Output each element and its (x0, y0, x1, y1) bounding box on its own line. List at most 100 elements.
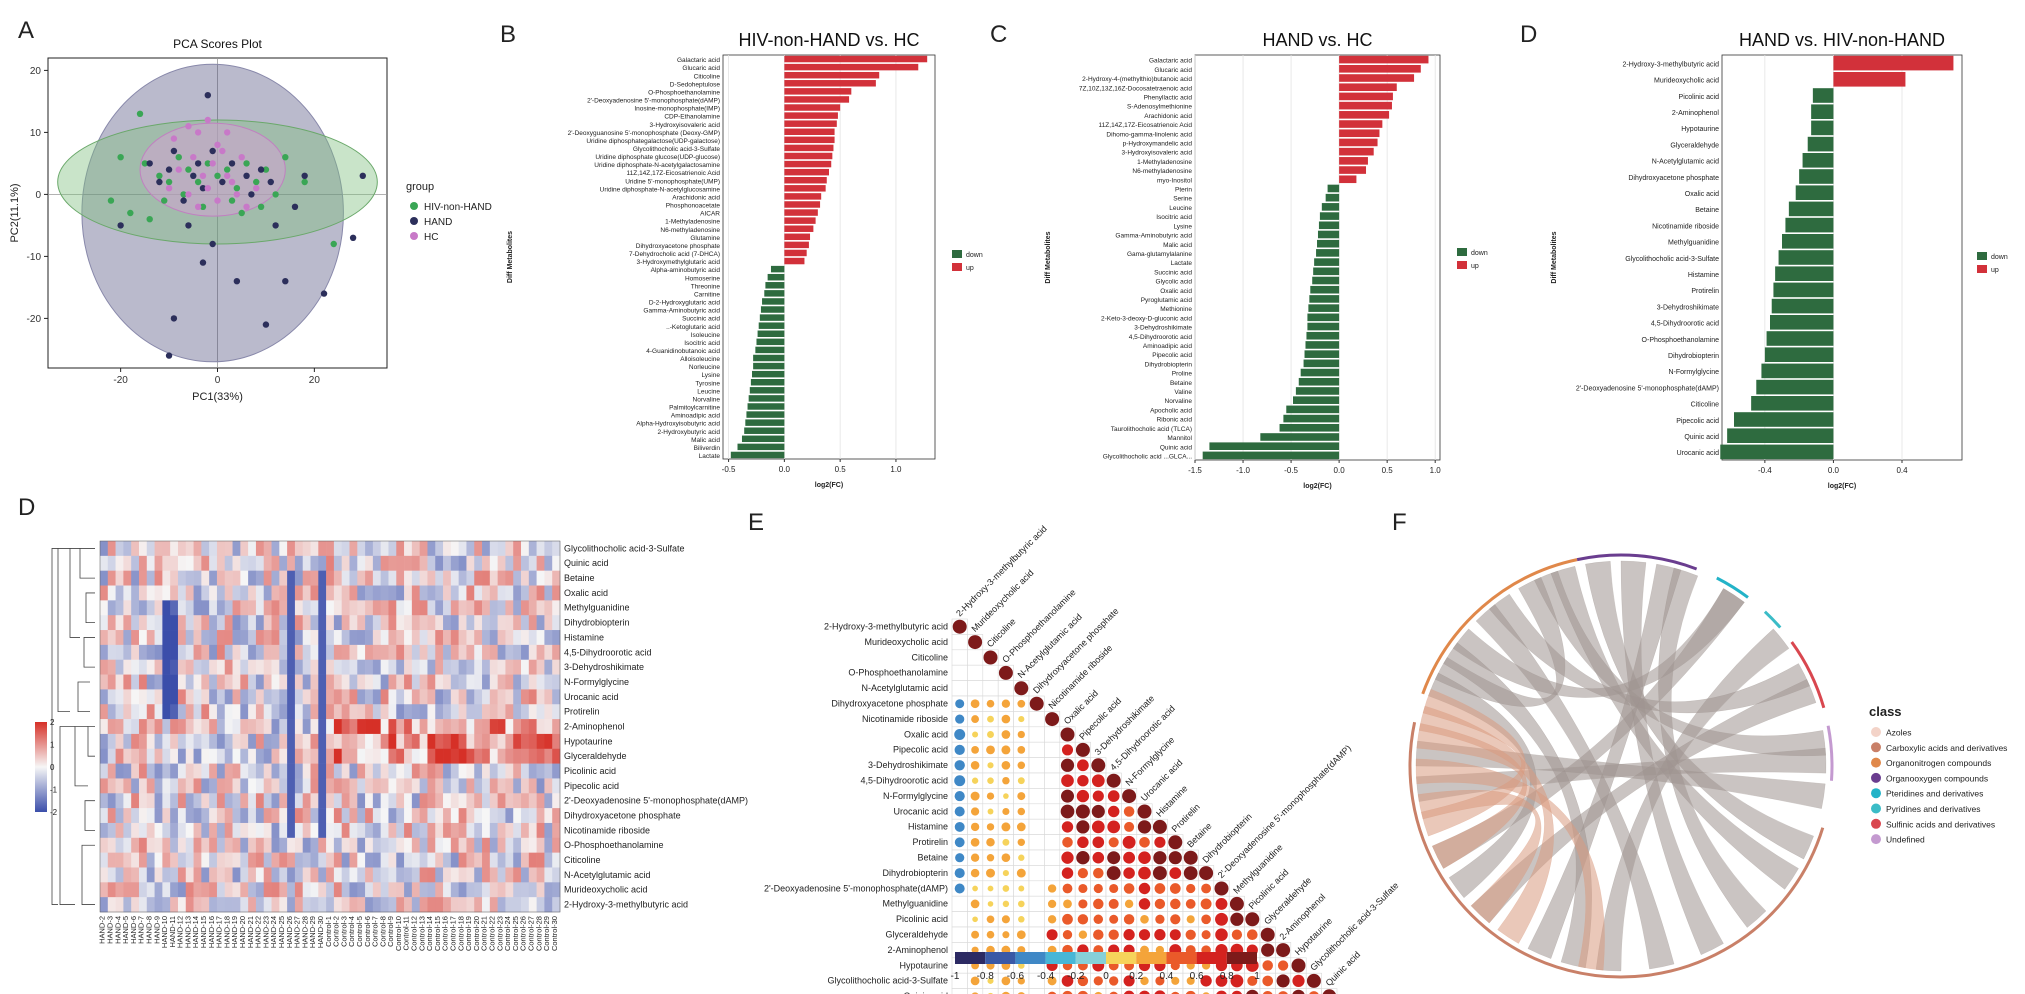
fc_d-category-label-23: Quinic acid (1684, 434, 1719, 441)
heatmap-col-label-38: Control-10 (394, 916, 403, 951)
heatmap-col-label-2: HAND-4 (113, 916, 122, 944)
heatmap-row-label-9: N-Formylglycine (564, 677, 629, 687)
corr-dot-14-2 (986, 838, 995, 847)
fc_b-category-label-7: CDP-Ethanolamine (664, 114, 720, 121)
heatmap-col-label-52: Control-24 (503, 916, 512, 951)
heatmap-cell-7-43 (435, 644, 444, 661)
heatmap-cell-1-18 (240, 555, 249, 571)
heatmap-cell-18-54 (521, 808, 530, 824)
heatmap-cell-9-10 (177, 674, 187, 690)
heatmap-cell-11-10 (177, 704, 187, 720)
heatmap-cell-24-38 (396, 897, 405, 913)
heatmap-cell-10-1 (107, 689, 116, 705)
heatmap-cell-18-53 (513, 808, 522, 824)
heatmap-cell-8-32 (349, 659, 358, 675)
heatmap-cell-21-43 (435, 852, 444, 868)
heatmap-row-label-21: Citicoline (564, 855, 601, 865)
heatmap-cell-11-29 (326, 704, 335, 720)
corr-dot-17-6 (1047, 884, 1057, 893)
heatmap-cell-5-3 (123, 615, 132, 631)
heatmap-cell-5-6 (146, 615, 155, 631)
heatmap-dendrogram-branch-8 (84, 800, 95, 831)
corr-dot-24-23 (1309, 991, 1319, 994)
heatmap-cell-21-5 (138, 852, 148, 868)
fc_c-bar-14 (1327, 184, 1340, 193)
heatmap-cell-13-49 (482, 733, 491, 750)
heatmap-cell-2-18 (240, 570, 249, 586)
heatmap-cell-20-16 (224, 837, 233, 853)
heatmap-cell-2-25 (294, 570, 304, 586)
corr-dot-12-4 (1017, 807, 1026, 816)
pca-ytick-label-2: 0 (35, 190, 41, 201)
heatmap-cell-10-56 (536, 689, 545, 705)
heatmap-cell-3-26 (302, 585, 311, 601)
heatmap-cell-18-22 (271, 808, 280, 824)
heatmap-cell-14-10 (177, 748, 187, 764)
heatmap-cell-13-4 (131, 733, 140, 750)
heatmap-cell-1-11 (185, 555, 194, 571)
heatmap-cell-0-0 (100, 541, 109, 557)
heatmap-cell-22-47 (466, 867, 475, 883)
heatmap-cell-19-42 (427, 822, 436, 839)
fc_c-category-label-34: Proline (1172, 371, 1193, 378)
fc_d-bar-5 (1807, 136, 1834, 152)
heatmap-cell-4-14 (209, 600, 218, 616)
heatmap-cell-6-29 (326, 630, 335, 646)
chord-outer-arc-organooxygen (1576, 553, 1698, 571)
heatmap-cell-16-3 (123, 778, 132, 794)
heatmap-cell-23-45 (450, 882, 459, 898)
pca-xtick-label-2: 20 (309, 375, 321, 386)
fc_d-category-label-22: Pipecolic acid (1676, 418, 1719, 425)
heatmap-cell-9-26 (302, 674, 311, 690)
fc_b-bar-23 (784, 241, 809, 249)
heatmap-cell-8-14 (209, 659, 218, 675)
corr-dot-13-4 (1016, 822, 1026, 832)
fc_b-category-label-38: Norleucine (689, 364, 720, 371)
heatmap-cell-14-48 (474, 748, 483, 764)
heatmap-cell-0-58 (552, 541, 561, 557)
fc_c-category-label-3: 7Z,10Z,13Z,16Z-Docosatetraenoic acid (1079, 85, 1192, 92)
heatmap-cell-11-3 (123, 704, 132, 720)
heatmap-scale-label-2: 0 (50, 763, 55, 772)
heatmap-cell-8-3 (123, 659, 132, 675)
heatmap-cell-1-51 (497, 555, 506, 571)
heatmap-cell-14-23 (279, 748, 288, 764)
pca-point-hc-7 (190, 154, 197, 161)
corr-dot-19-14 (1170, 914, 1181, 925)
heatmap-cell-18-21 (263, 808, 272, 824)
heatmap-cell-22-37 (388, 867, 397, 883)
pca-point-hand-3 (170, 147, 178, 155)
pca-point-hc-12 (238, 154, 245, 161)
corr-row-label-9: 3-Dehydroshikimate (868, 760, 948, 770)
corr-dot-23-15 (1186, 976, 1195, 985)
heatmap-cell-0-14 (209, 541, 218, 557)
heatmap-cell-22-38 (396, 867, 405, 883)
corr-dot-19-13 (1155, 914, 1165, 924)
heatmap-cell-14-34 (365, 748, 374, 764)
heatmap-cell-8-1 (107, 659, 116, 675)
heatmap-col-label-58: Control-30 (550, 916, 559, 951)
fc_c-bar-3 (1339, 83, 1397, 92)
fc_d-legend-swatch-down (1977, 252, 1987, 260)
heatmap-col-label-8: HAND-10 (160, 916, 169, 948)
corr-dot-16-4 (1016, 868, 1026, 878)
heatmap-cell-14-20 (255, 748, 265, 764)
corr-dot-12-7 (1060, 804, 1075, 819)
heatmap-cell-3-38 (396, 585, 405, 601)
heatmap-cell-20-37 (388, 837, 397, 853)
heatmap-cell-7-39 (404, 644, 413, 661)
heatmap-cell-20-12 (193, 837, 202, 853)
pca-point-hand-30 (243, 172, 250, 179)
heatmap-cell-21-17 (232, 852, 241, 868)
fc_b-bar-37 (753, 354, 785, 362)
heatmap-cell-22-26 (302, 867, 311, 883)
heatmap-cell-3-55 (528, 585, 537, 601)
fc_d-bar-11 (1782, 234, 1834, 249)
heatmap-cell-2-36 (380, 570, 389, 586)
pca-point-hiv-non-hand-2 (141, 160, 149, 167)
corr-row-label-13: Histamine (908, 822, 948, 832)
corr-dot-23-23 (1306, 973, 1321, 988)
fc_c-bar-25 (1310, 285, 1340, 294)
heatmap-cell-21-11 (185, 852, 194, 868)
heatmap-cell-3-20 (255, 585, 265, 601)
